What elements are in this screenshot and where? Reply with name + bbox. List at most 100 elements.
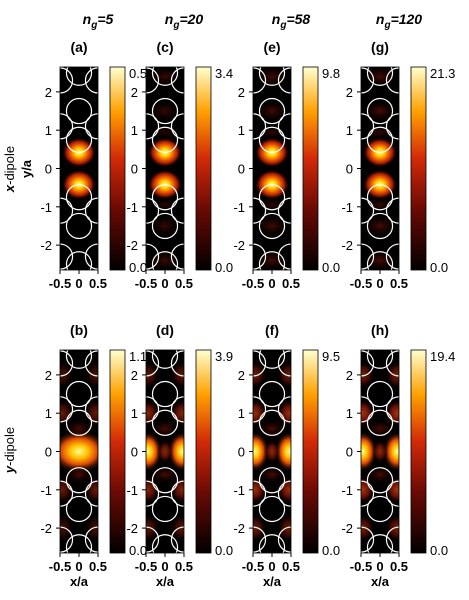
y-tick-label: -2 [341,238,353,253]
x-tick-label: 0 [268,559,275,574]
hole-outline [361,67,375,94]
colorbar-max-label: 0.5 [129,66,147,81]
y-tick-label: -2 [40,238,52,253]
field-panel: 2 1 0 -1 -2 -0.5 0 0.5 (a) 0.5 0.0 [40,39,147,291]
x-tick-label: -0.5 [135,559,157,574]
hole-outline [361,526,375,553]
hole-outline [65,534,93,553]
y-tick-label: 2 [238,85,245,100]
y-tick-label: 2 [45,85,52,100]
field-sidelobe [277,514,291,543]
colorbar [109,349,126,554]
field-hotspot [146,431,162,472]
column-header-1: ng=5 [83,11,114,31]
field-sidelobe [256,124,288,141]
x-tick-label: -0.5 [135,276,157,291]
panel-letter: (h) [371,322,389,338]
field-hotspot [275,431,291,472]
column-header-4: ng=120 [376,11,422,31]
field-sidelobe [362,213,398,238]
y-tick-label: -1 [40,483,52,498]
hole-outline [151,534,179,553]
y-tick-label: 0 [238,162,245,177]
field-panel: 2 1 0 -1 -2 -0.5 0 0.5x/a (h) 19.4 0.0 [341,322,455,589]
hole-outline [361,396,375,423]
field-hotspot [60,429,98,474]
y-tick-label: 0 [45,162,52,177]
colorbar-max-label: 9.8 [322,66,340,81]
hole-outline [65,184,93,211]
y-tick-label: 0 [346,162,353,177]
field-sidelobe [256,196,288,213]
x-tick-label: 0 [161,559,168,574]
hole-outline [366,97,394,125]
field-sidelobe [254,213,290,238]
field-sidelobe [149,418,181,439]
hole-outline [253,197,267,224]
colorbar [302,66,319,271]
colorbar [410,66,427,271]
y-tick-label: 1 [346,406,353,421]
x-tick-label: -0.5 [49,276,71,291]
field-hotspot [372,439,388,464]
field-sidelobe [147,99,183,124]
hole-outline [366,409,394,436]
colorbar-max-label: 21.3 [430,66,455,81]
hole-outline [65,495,93,523]
panel-letter: (c) [156,39,173,55]
field-sidelobe [361,360,375,389]
y-tick-label: 0 [131,445,138,460]
column-header-2: ng=20 [165,11,204,31]
field-hotspot [168,431,184,472]
field-background [146,67,184,270]
y-tick-label: -2 [233,238,245,253]
colorbar-min-label: 0.0 [430,543,448,558]
field-sidelobe [361,514,375,543]
y-tick-label: 0 [346,445,353,460]
hole-outline [361,243,375,270]
hole-outline [60,113,74,140]
field-sidelobe [364,464,396,485]
x-tick-label: -0.5 [350,276,372,291]
hole-outline [146,526,160,553]
y-tick-label: 0 [131,162,138,177]
field-sidelobe [149,196,181,213]
colorbar-min-label: 0.0 [129,543,147,558]
panel-letter: (g) [371,39,389,55]
panel-letter: (b) [70,322,88,338]
field-panel: 2 1 0 -1 -2 -0.5 0 0.5x/a (b) 1.1 0.0 [40,322,147,589]
y-tick-label: 2 [238,368,245,383]
field-sidelobe [385,360,399,389]
colorbar [195,66,212,271]
field-background [361,67,399,270]
y-tick-label: -2 [233,521,245,536]
hole-outline [65,350,93,369]
colorbar-max-label: 1.1 [129,349,147,364]
x-axis-label: x/a [156,574,175,589]
colorbar-max-label: 19.4 [430,349,455,364]
field-sidelobe [84,514,98,543]
field-hotspot [157,439,173,464]
y-tick-label: 2 [346,85,353,100]
x-tick-label: 0.5 [390,276,408,291]
field-panel: 2 1 0 -1 -2 -0.5 0 0.5 (c) 3.4 0.0 [126,39,233,291]
hole-outline [258,184,286,211]
field-sidelobe [147,213,183,238]
hole-outline [258,212,286,240]
hole-outline [60,526,74,553]
hole-outline [151,212,179,240]
x-tick-label: 0.5 [282,559,300,574]
field-sidelobe [170,514,184,543]
field-sidelobe [362,99,398,124]
x-tick-label: 0 [75,559,82,574]
field-sidelobe [253,360,267,389]
x-axis-label: x/a [263,574,282,589]
field-sidelobe [254,99,290,124]
hole-outline [65,126,93,153]
x-tick-label: 0.5 [282,276,300,291]
y-tick-label: -1 [341,483,353,498]
panel-letter: (e) [263,39,280,55]
hole-outline [361,197,375,224]
hole-outline [366,251,394,270]
